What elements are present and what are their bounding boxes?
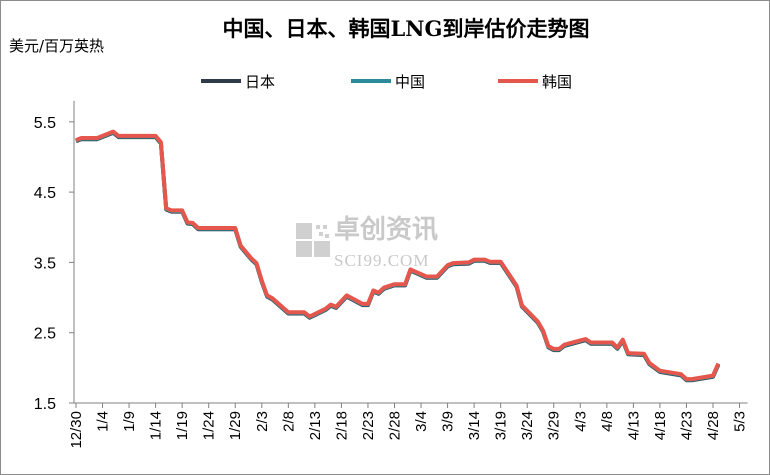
chart-title: 中国、日本、韩国LNG到岸估价走势图 — [223, 16, 590, 41]
watermark-en: SCI99.COM — [334, 251, 429, 270]
series-line-3 — [75, 129, 721, 382]
x-tick-label: 3/9 — [440, 411, 457, 432]
x-tick-label: 3/4 — [413, 411, 430, 432]
x-tick-label: 4/28 — [705, 411, 722, 440]
y-tick-label: 4.5 — [34, 185, 56, 202]
x-tick-label: 1/24 — [201, 411, 218, 440]
y-axis-unit: 美元/百万英热 — [9, 37, 104, 55]
x-tick-label: 2/28 — [386, 411, 403, 440]
x-tick-label: 4/23 — [678, 411, 695, 440]
legend-item: 日本 — [201, 73, 275, 91]
axes: 1.5 2.5 3.5 4.5 5.5 12/30 1/4 1/9 1/14 1/19 1/24 1/… — [34, 100, 749, 449]
x-tick-label: 2/13 — [307, 411, 324, 440]
x-tick-label: 1/9 — [121, 411, 138, 432]
x-tick-label: 1/4 — [95, 411, 112, 432]
x-tick-label: 4/3 — [572, 411, 589, 432]
x-tick-label: 5/3 — [732, 411, 749, 432]
x-tick-label: 2/8 — [280, 411, 297, 432]
x-tick-label: 2/3 — [254, 411, 271, 432]
y-tick-label: 1.5 — [34, 396, 56, 413]
x-tick-label: 2/18 — [333, 411, 350, 440]
x-tick-label: 3/24 — [519, 411, 536, 440]
series-lines — [75, 129, 721, 383]
x-tick-label: 2/23 — [360, 411, 377, 440]
x-tick-label: 4/18 — [652, 411, 669, 440]
x-tick-label: 3/14 — [466, 411, 483, 440]
legend-label: 中国 — [395, 73, 425, 91]
legend-item: 韩国 — [498, 73, 572, 91]
watermark-logo-icon — [296, 223, 330, 257]
y-tick-label: 3.5 — [34, 255, 56, 272]
watermark: 卓创资讯 SCI99.COM — [296, 215, 438, 270]
legend-label: 日本 — [245, 73, 275, 91]
x-tick-label: 3/19 — [493, 411, 510, 440]
x-tick-label: 3/29 — [546, 411, 563, 440]
y-tick-label: 5.5 — [34, 115, 56, 132]
watermark-cn: 卓创资讯 — [334, 215, 438, 245]
legend-label: 韩国 — [542, 73, 572, 91]
x-tick-label: 12/30 — [68, 411, 85, 449]
x-tick-label: 4/8 — [599, 411, 616, 432]
x-tick-label: 1/29 — [227, 411, 244, 440]
legend: 日本 中国 韩国 — [201, 73, 572, 91]
x-tick-label: 1/14 — [148, 411, 165, 440]
legend-item: 中国 — [351, 73, 425, 91]
x-tick-label: 1/19 — [174, 411, 191, 440]
x-tick-label: 4/13 — [625, 411, 642, 440]
y-tick-label: 2.5 — [34, 326, 56, 343]
